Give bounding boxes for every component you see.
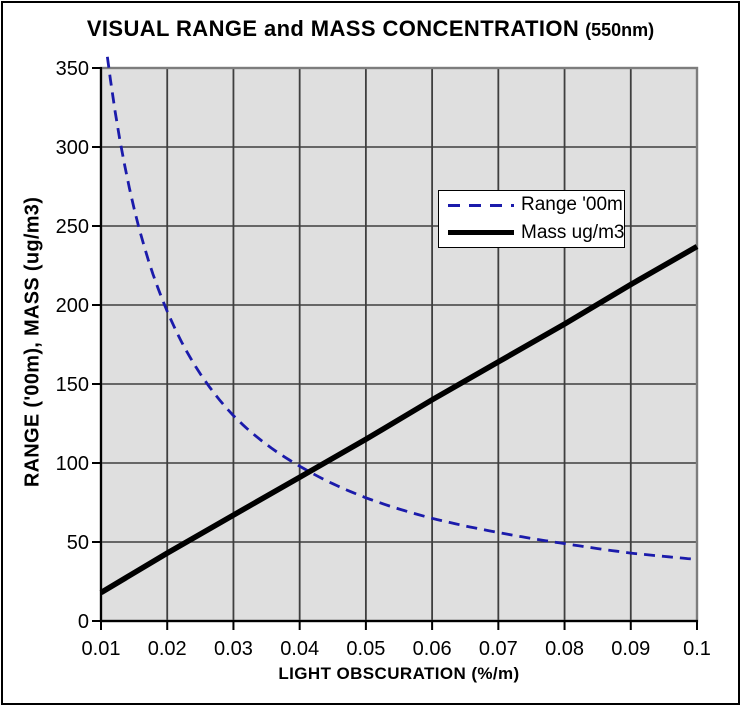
chart-title-suffix: (550nm) [585,20,655,40]
y-tick-label: 350 [56,58,89,80]
x-tick-label: 0.01 [82,638,121,660]
x-tick-label: 0.05 [346,638,385,660]
x-tick-label: 0.03 [214,638,253,660]
y-tick-label: 300 [56,137,89,159]
x-tick-label: 0.04 [280,638,319,660]
legend: Range '00m Mass ug/m3 [438,190,625,248]
chart-title: VISUAL RANGE and MASS CONCENTRATION (550n… [0,16,741,42]
legend-label: Range '00m [521,194,623,216]
y-tick-label: 50 [67,532,89,554]
x-tick-label: 0.06 [413,638,452,660]
legend-solid-line-sample [448,230,514,236]
plot-background [101,68,697,621]
y-tick-label: 150 [56,374,89,396]
range-series-line [105,53,698,561]
y-tick-label: 0 [78,611,89,633]
x-tick-label: 0.1 [683,638,711,660]
y-tick-label: 200 [56,295,89,317]
legend-item: Range '00m [439,192,624,218]
y-tick-label: 100 [56,453,89,475]
x-tick-label: 0.08 [545,638,584,660]
chart-title-text: VISUAL RANGE and MASS CONCENTRATION [86,16,580,41]
x-tick-label: 0.09 [611,638,650,660]
y-tick-label: 250 [56,216,89,238]
mass-series-line [99,244,699,595]
legend-item: Mass ug/m3 [439,220,624,246]
legend-label: Mass ug/m3 [521,221,625,243]
legend-dashed-line-sample [448,203,514,207]
x-tick-label: 0.07 [479,638,518,660]
x-tick-label: 0.02 [148,638,187,660]
x-axis-label: LIGHT OBSCURATION (%/m) [278,664,520,683]
